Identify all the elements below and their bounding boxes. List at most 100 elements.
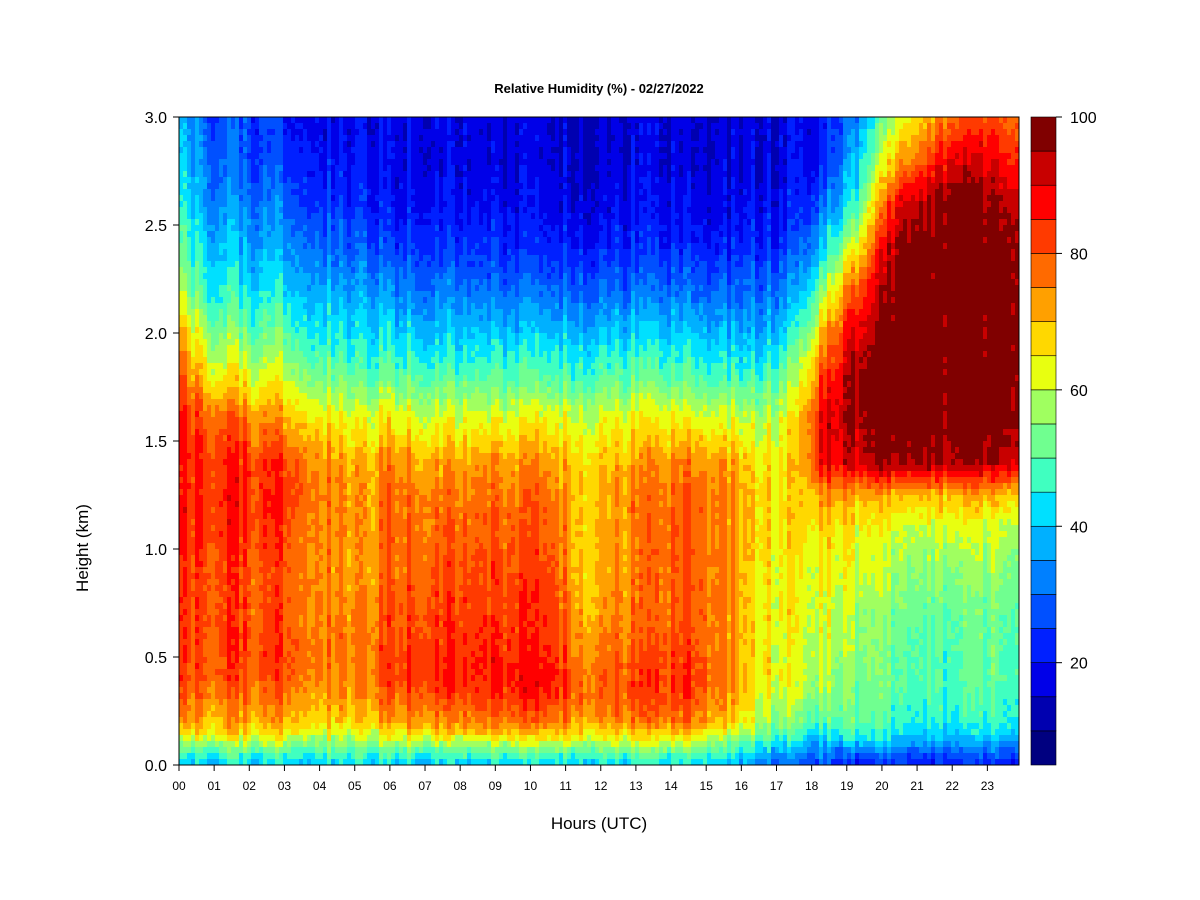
heatmap-cell <box>263 579 268 586</box>
heatmap-cell <box>219 561 224 568</box>
heatmap-cell <box>339 501 344 508</box>
heatmap-cell <box>315 177 320 184</box>
heatmap-cell <box>275 687 280 694</box>
heatmap-cell <box>347 231 352 238</box>
heatmap-cell <box>291 195 296 202</box>
heatmap-cell <box>315 159 320 166</box>
heatmap-cell <box>271 435 276 442</box>
heatmap-cell <box>211 189 216 196</box>
heatmap-cell <box>239 405 244 412</box>
heatmap-cell <box>335 177 340 184</box>
heatmap-cell <box>243 171 248 178</box>
heatmap-cell <box>363 219 368 226</box>
heatmap-cell <box>303 219 308 226</box>
heatmap-cell <box>179 501 184 508</box>
heatmap-cell <box>263 489 268 496</box>
heatmap-cell <box>223 741 228 748</box>
heatmap-cell <box>291 273 296 280</box>
heatmap-cell <box>179 285 184 292</box>
heatmap-cell <box>203 231 208 238</box>
heatmap-cell <box>335 261 340 268</box>
heatmap-cell <box>203 435 208 442</box>
heatmap-cell <box>239 513 244 520</box>
heatmap-cell <box>303 507 308 514</box>
heatmap-cell <box>311 441 316 448</box>
heatmap-cell <box>331 597 336 604</box>
heatmap-cell <box>275 267 280 274</box>
heatmap-cell <box>239 579 244 586</box>
heatmap-cell <box>255 243 260 250</box>
heatmap-cell <box>199 567 204 574</box>
heatmap-cell <box>195 579 200 586</box>
heatmap-cell <box>335 459 340 466</box>
heatmap-cell <box>359 759 364 766</box>
heatmap-cell <box>299 345 304 352</box>
heatmap-cell <box>283 753 288 760</box>
heatmap-cell <box>271 537 276 544</box>
heatmap-cell <box>315 513 320 520</box>
heatmap-cell <box>203 393 208 400</box>
heatmap-cell <box>255 753 260 760</box>
heatmap-cell <box>311 153 316 160</box>
heatmap-cell <box>295 579 300 586</box>
heatmap-cell <box>319 243 324 250</box>
heatmap-cell <box>303 201 308 208</box>
heatmap-cell <box>355 513 360 520</box>
heatmap-cell <box>323 231 328 238</box>
heatmap-cell <box>195 315 200 322</box>
heatmap-cell <box>263 387 268 394</box>
heatmap-cell <box>211 165 216 172</box>
heatmap-cell <box>307 399 312 406</box>
heatmap-cell <box>343 135 348 142</box>
heatmap-cell <box>203 375 208 382</box>
heatmap-cell <box>259 483 264 490</box>
heatmap-cell <box>331 543 336 550</box>
heatmap-cell <box>355 363 360 370</box>
heatmap-cell <box>227 213 232 220</box>
heatmap-cell <box>307 177 312 184</box>
heatmap-cell <box>243 735 248 742</box>
heatmap-cell <box>327 177 332 184</box>
heatmap-cell <box>251 351 256 358</box>
heatmap-cell <box>279 279 284 286</box>
heatmap-cell <box>195 267 200 274</box>
heatmap-cell <box>191 525 196 532</box>
heatmap-cell <box>271 729 276 736</box>
heatmap-cell <box>359 123 364 130</box>
heatmap-cell <box>351 141 356 148</box>
heatmap-cell <box>295 561 300 568</box>
heatmap-cell <box>219 333 224 340</box>
heatmap-cell <box>347 369 352 376</box>
heatmap-cell <box>267 363 272 370</box>
heatmap-cell <box>359 183 364 190</box>
heatmap-cell <box>207 591 212 598</box>
heatmap-cell <box>227 747 232 754</box>
heatmap-cell <box>227 393 232 400</box>
heatmap-cell <box>339 159 344 166</box>
heatmap-cell <box>287 327 292 334</box>
heatmap-cell <box>211 663 216 670</box>
heatmap-cell <box>351 663 356 670</box>
heatmap-cell <box>267 555 272 562</box>
heatmap-cell <box>323 267 328 274</box>
heatmap-cell <box>279 219 284 226</box>
heatmap-cell <box>203 585 208 592</box>
heatmap-cell <box>247 213 252 220</box>
heatmap-cell <box>291 375 296 382</box>
heatmap-cell <box>207 699 212 706</box>
heatmap-cell <box>343 483 348 490</box>
heatmap-cell <box>283 177 288 184</box>
heatmap-cell <box>307 183 312 190</box>
heatmap-cell <box>195 561 200 568</box>
heatmap-cell <box>287 153 292 160</box>
heatmap-cell <box>243 201 248 208</box>
heatmap-cell <box>351 189 356 196</box>
heatmap-cell <box>299 471 304 478</box>
heatmap-cell <box>235 279 240 286</box>
heatmap-cell <box>219 135 224 142</box>
heatmap-cell <box>271 675 276 682</box>
heatmap-cell <box>327 387 332 394</box>
heatmap-cell <box>323 441 328 448</box>
heatmap-cell <box>187 375 192 382</box>
heatmap-cell <box>203 591 208 598</box>
